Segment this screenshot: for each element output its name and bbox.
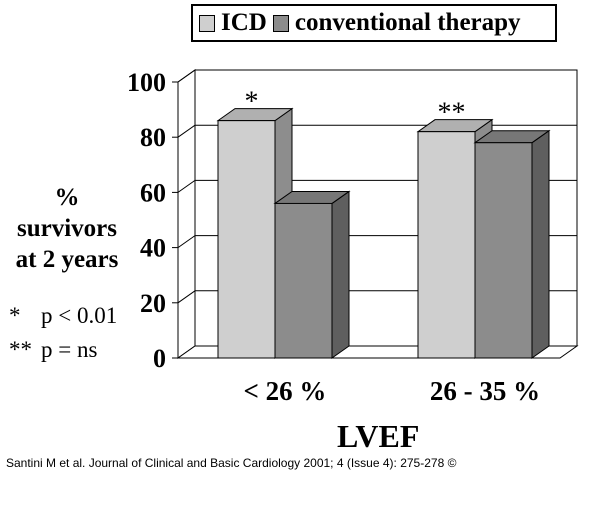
gridline-side <box>177 235 196 249</box>
x-axis-title: LVEF <box>337 418 420 454</box>
y-tick-label: 20 <box>140 289 166 318</box>
y-axis-label-line: survivors <box>17 215 117 242</box>
bar-side <box>531 129 550 359</box>
legend-label-conventional: conventional therapy <box>294 9 521 36</box>
y-axis-label-line: at 2 years <box>15 246 119 273</box>
gridline-side <box>177 179 196 193</box>
significance-note-1: * p < 0.01 <box>9 303 117 329</box>
note-symbol: ** <box>9 337 32 362</box>
text-layer: 0 20 40 60 80 100 < 26 % * 26 - 35 % ** <box>127 68 540 406</box>
significance-marker: * <box>245 87 259 118</box>
gridline-side <box>177 290 196 304</box>
side-wall <box>177 69 196 359</box>
legend-label-icd: ICD <box>221 9 267 36</box>
bar <box>474 142 533 359</box>
legend-swatch-conventional <box>272 14 289 32</box>
y-tick-label: 0 <box>153 344 166 373</box>
citation: Santini M et al. Journal of Clinical and… <box>6 456 457 470</box>
bar <box>274 202 333 359</box>
y-axis-label-line: % <box>54 184 80 211</box>
significance-note-2: ** p = ns <box>9 337 97 363</box>
note-text: p = ns <box>41 337 98 362</box>
bar <box>417 131 476 359</box>
gridline-side <box>177 69 196 83</box>
y-axis-label: % survivors at 2 years <box>0 182 134 275</box>
y-tick-label: 100 <box>127 68 166 97</box>
y-tick-label: 60 <box>140 178 166 207</box>
legend-swatch-icd <box>199 14 215 32</box>
x-tick-label: < 26 % <box>244 376 327 406</box>
y-tick-label: 40 <box>140 234 166 263</box>
legend: ICD conventional therapy <box>191 4 557 42</box>
bar-layer <box>216 107 551 359</box>
note-symbol: * <box>9 303 21 328</box>
note-text: p < 0.01 <box>41 303 118 328</box>
y-tick-label: 80 <box>140 123 166 152</box>
bar <box>217 120 276 359</box>
gridline-side <box>177 124 196 138</box>
significance-marker: ** <box>438 98 466 129</box>
x-tick-label: 26 - 35 % <box>430 376 540 406</box>
bar-side <box>331 190 350 359</box>
